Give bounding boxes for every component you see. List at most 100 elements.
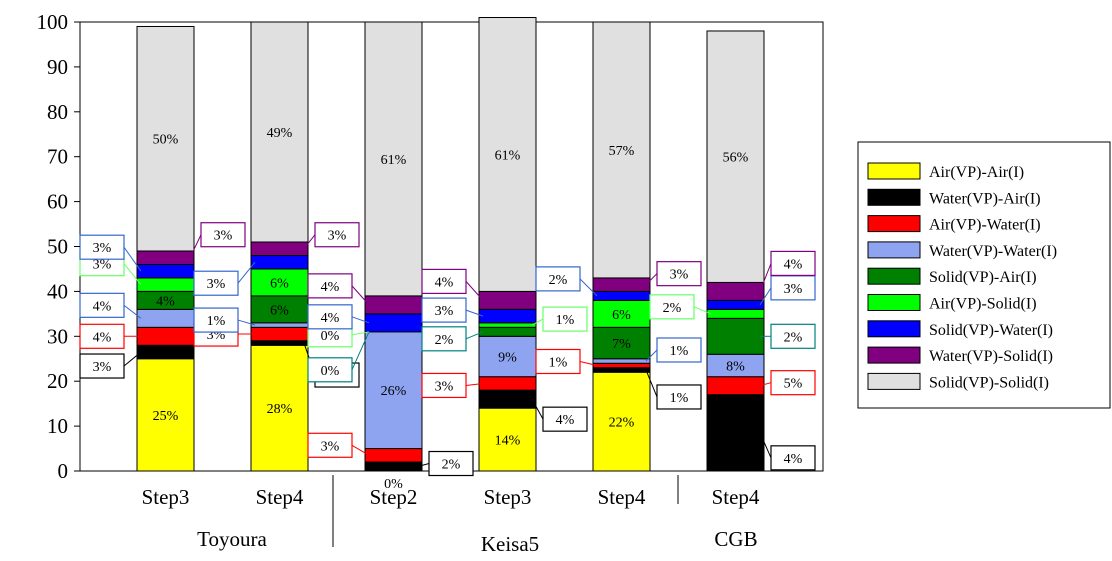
y-tick-label: 40 <box>47 279 68 303</box>
callout-leader <box>531 318 544 326</box>
x-tick-label: Step4 <box>598 485 646 509</box>
data-label: 0% <box>321 329 340 344</box>
callout-box <box>421 297 467 323</box>
data-label: 4% <box>93 299 112 314</box>
legend-swatch <box>867 162 921 180</box>
bar-segment <box>592 290 651 301</box>
x-tick-label: Step3 <box>142 485 190 509</box>
callout-leader <box>759 382 772 387</box>
group-label: CGB <box>714 527 757 551</box>
callout-box <box>421 268 467 294</box>
callout-box <box>649 294 695 320</box>
data-label: 4% <box>784 452 803 467</box>
bar-segment <box>136 263 195 279</box>
callout-box <box>193 270 239 296</box>
data-label: 3% <box>214 229 233 244</box>
callout-leader <box>123 351 142 367</box>
callout-leader <box>351 331 370 336</box>
legend-label: Water(VP)-Water(I) <box>929 243 1057 260</box>
bar-segment <box>136 308 195 328</box>
callout-box <box>307 357 353 383</box>
legend-label: Solid(VP)-Air(I) <box>929 269 1037 286</box>
bar-segment <box>706 299 765 310</box>
callout-box <box>656 384 702 410</box>
data-label: 4% <box>784 257 803 272</box>
bar-segment <box>364 295 423 315</box>
y-tick-label: 0 <box>58 459 69 483</box>
bar-segment <box>706 317 765 355</box>
callout-leader <box>351 444 370 456</box>
bar-segment <box>592 367 651 373</box>
callout-leader <box>579 360 598 366</box>
data-label: 3% <box>435 379 454 394</box>
bar-segment <box>706 376 765 396</box>
callout-leader <box>693 306 712 315</box>
callout-box <box>535 348 581 375</box>
bar-segment <box>136 25 195 252</box>
callout-box <box>421 372 467 399</box>
y-tick-label: 90 <box>47 55 68 79</box>
legend-swatch <box>867 294 921 311</box>
callout-box <box>770 370 816 396</box>
callout-leader <box>645 369 658 398</box>
x-tick-label: Step2 <box>370 485 418 509</box>
callout-leader <box>189 234 202 258</box>
callout-box <box>770 275 816 301</box>
data-label: 1% <box>556 313 575 328</box>
callout-leader <box>465 281 484 301</box>
data-label: 50% <box>153 133 179 148</box>
data-label: 2% <box>784 330 803 345</box>
data-label: 2% <box>549 273 568 288</box>
bar-segment <box>136 326 195 346</box>
bar-segment <box>364 313 423 333</box>
callout-box <box>421 326 467 352</box>
callout-box <box>307 304 353 330</box>
data-label: 1% <box>549 355 568 370</box>
callout-leader <box>645 273 658 286</box>
callout-box <box>79 353 125 379</box>
data-label: 4% <box>156 294 175 309</box>
bar-segment <box>706 394 765 472</box>
legend-label: Solid(VP)-Water(I) <box>929 322 1053 339</box>
data-label: 61% <box>495 148 521 163</box>
bar-segment <box>592 21 651 279</box>
y-tick-label: 60 <box>47 190 68 214</box>
bar-segment <box>478 389 537 409</box>
callout-box <box>535 266 581 292</box>
callout-leader <box>417 463 430 467</box>
bar-segment <box>250 254 309 270</box>
x-tick-label: Step3 <box>484 485 532 509</box>
bar-segment <box>706 308 765 319</box>
bar-segment <box>478 290 537 310</box>
group-label: Keisa5 <box>481 532 539 556</box>
bar-segment <box>706 30 765 283</box>
bar-segment <box>250 326 309 342</box>
bar-segment <box>250 21 309 243</box>
callout-leader <box>351 285 370 306</box>
data-label: 8% <box>726 359 745 374</box>
data-label: 26% <box>381 384 407 399</box>
data-label: 3% <box>93 241 112 256</box>
data-label: 0% <box>321 364 340 379</box>
bar-segment <box>364 331 423 450</box>
data-label: 56% <box>723 151 749 166</box>
data-label: 4% <box>321 311 340 326</box>
legend-label: Water(VP)-Air(I) <box>929 190 1041 207</box>
data-label: 3% <box>435 304 454 319</box>
callout-box <box>193 307 239 333</box>
callout-box <box>770 445 816 471</box>
callout-box <box>770 250 816 276</box>
callout-box <box>656 261 702 287</box>
callout-leader <box>465 309 484 317</box>
bar-segment <box>364 21 423 297</box>
bar-segment <box>478 326 537 337</box>
legend-swatch <box>867 267 921 285</box>
callout-leader <box>759 432 772 459</box>
callout-box <box>79 323 125 349</box>
data-label: 4% <box>435 275 454 290</box>
data-label: 28% <box>267 402 293 417</box>
legend-swatch <box>867 320 921 338</box>
callout-box <box>542 406 588 432</box>
data-label: 3% <box>93 360 112 375</box>
